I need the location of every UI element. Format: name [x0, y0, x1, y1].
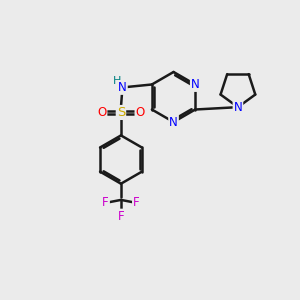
- Text: O: O: [97, 106, 106, 119]
- Text: N: N: [233, 101, 242, 114]
- Text: F: F: [118, 210, 124, 223]
- Text: F: F: [102, 196, 109, 209]
- Text: N: N: [169, 116, 178, 128]
- Text: N: N: [191, 78, 200, 91]
- Text: H: H: [113, 76, 121, 86]
- Text: F: F: [133, 196, 140, 209]
- Text: N: N: [118, 81, 127, 94]
- Text: O: O: [136, 106, 145, 119]
- Text: S: S: [117, 106, 125, 119]
